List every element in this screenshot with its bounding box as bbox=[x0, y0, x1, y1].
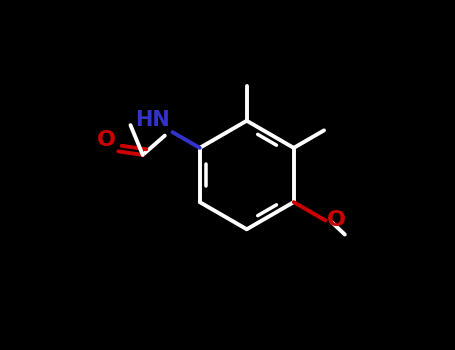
Text: HN: HN bbox=[135, 110, 170, 130]
Text: O: O bbox=[327, 210, 346, 230]
Text: O: O bbox=[97, 130, 116, 149]
